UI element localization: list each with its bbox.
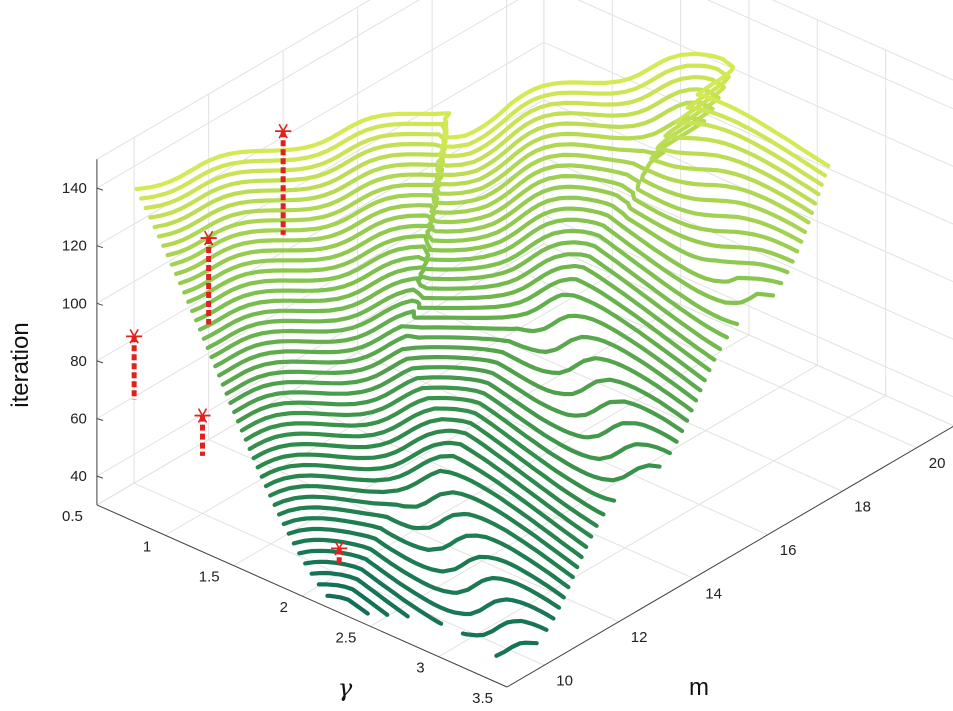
grid-line	[771, 0, 953, 81]
asterisk-marker	[194, 408, 211, 423]
grid-line	[96, 0, 421, 189]
z-tick-mark	[96, 418, 104, 421]
x-tick-label: 16	[780, 542, 797, 559]
contour-line	[286, 526, 566, 600]
contour-line	[272, 490, 580, 570]
x-axis-label: m	[689, 674, 709, 701]
m-axis-line	[506, 426, 953, 688]
contour-line	[139, 63, 827, 201]
z-tick-label: 40	[70, 468, 87, 485]
grid-line	[543, 41, 953, 225]
y-tick-label: 3.5	[472, 690, 493, 707]
grid-line	[96, 0, 371, 160]
asterisk-marker	[331, 540, 348, 556]
contour-line	[220, 333, 699, 403]
z-axis-label: iteration	[7, 322, 34, 407]
contour-line	[255, 428, 599, 528]
y-tick-label: 1.5	[199, 569, 220, 586]
x-tick-label: 10	[556, 672, 573, 689]
contour-line	[143, 75, 824, 211]
contour-line	[186, 206, 784, 304]
contour-line	[281, 516, 571, 590]
y-tick-label: 2	[280, 599, 288, 616]
x-tick-label: 12	[631, 629, 648, 646]
tick-labels: 40 60 80 100 120 140 0.5 1 1.5 2 2.5 3 3.5 10 12 14 16 18…	[62, 180, 946, 707]
contour-line	[169, 163, 804, 267]
contour-line	[243, 395, 662, 483]
surface-contours	[134, 51, 831, 658]
contour-line	[156, 115, 814, 239]
markers	[126, 123, 348, 566]
contour-line	[325, 593, 370, 616]
gamma-axis-line	[96, 504, 508, 688]
z-tick-mark	[96, 245, 104, 249]
contour-line	[201, 252, 723, 351]
grid-line	[233, 304, 681, 567]
contour-line	[259, 440, 594, 539]
contour-line	[251, 417, 606, 517]
contour-line	[303, 559, 549, 638]
z-tick-mark	[96, 187, 104, 191]
contour-line	[182, 195, 790, 295]
x-tick-label: 14	[705, 585, 722, 602]
asterisk-marker	[200, 230, 217, 246]
contour-line	[190, 217, 776, 314]
contour-line	[194, 228, 740, 327]
z-tick-label: 60	[70, 411, 87, 428]
z-tick-label: 120	[62, 238, 87, 255]
contour-line	[148, 87, 821, 220]
contour-line	[197, 240, 729, 340]
y-tick-label: 1	[143, 538, 151, 555]
contour-line	[263, 453, 589, 549]
contour-line	[209, 277, 712, 373]
contour-line	[224, 345, 694, 413]
contour-line	[228, 355, 690, 423]
contour-line	[217, 313, 703, 393]
grid-line	[96, 214, 545, 477]
contour-line	[316, 582, 390, 617]
contour-line	[309, 570, 539, 658]
contour-line	[297, 548, 556, 621]
y-tick-label: 3	[416, 660, 424, 677]
contour-line	[205, 264, 717, 362]
asterisk-marker	[126, 328, 143, 344]
contour-line	[247, 406, 617, 503]
x-tick-label: 18	[854, 498, 871, 515]
z-tick-label: 140	[62, 180, 87, 197]
contour-line	[291, 537, 562, 610]
y-axis-label: γ	[338, 674, 353, 702]
contour-line	[232, 365, 685, 434]
asterisk-marker	[275, 123, 292, 139]
y-tick-label: 0.5	[62, 508, 83, 525]
contour-line	[134, 51, 831, 192]
contour-line	[173, 174, 800, 276]
grid-line	[438, 395, 886, 658]
z-tick-label: 100	[62, 295, 87, 312]
contour-line	[235, 375, 679, 444]
contour-line	[152, 100, 818, 230]
z-tick-label: 80	[70, 353, 87, 370]
x-tick-label: 20	[929, 455, 946, 472]
contour-line	[213, 292, 707, 383]
y-tick-label: 2.5	[335, 629, 356, 646]
grid-line	[96, 41, 545, 304]
z-tick-mark	[96, 360, 104, 364]
grid-line	[706, 0, 953, 110]
z-tick-mark	[96, 475, 104, 479]
contour-line	[268, 468, 584, 560]
grid-line	[577, 0, 953, 167]
z-tick-mark	[96, 302, 104, 306]
contour-line	[239, 385, 672, 462]
contour-line	[277, 505, 575, 580]
